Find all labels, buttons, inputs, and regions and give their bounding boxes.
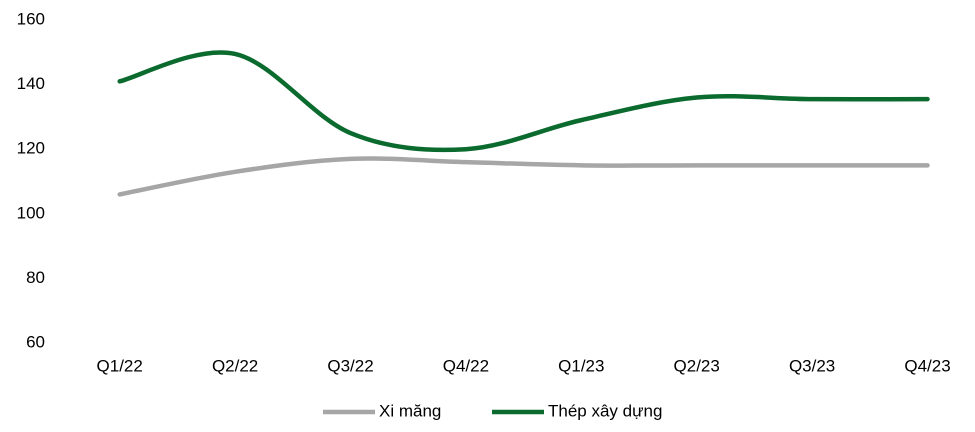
x-tick-label: Q3/22: [327, 356, 373, 375]
y-tick-label: 100: [17, 203, 45, 222]
x-tick-label: Q2/23: [674, 356, 720, 375]
x-tick-label: Q1/23: [558, 356, 604, 375]
legend-label: Thép xây dựng: [548, 401, 662, 420]
series-line: [117, 50, 930, 153]
x-tick-label: Q4/23: [904, 356, 950, 375]
y-tick-label: 120: [17, 139, 45, 158]
x-tick-label: Q1/22: [97, 356, 143, 375]
series-line: [117, 156, 930, 197]
y-tick-label: 160: [17, 9, 45, 28]
y-tick-label: 140: [17, 74, 45, 93]
y-tick-label: 60: [26, 332, 45, 351]
y-tick-label: 80: [26, 268, 45, 287]
x-tick-label: Q4/22: [443, 356, 489, 375]
x-tick-label: Q2/22: [212, 356, 258, 375]
x-tick-label: Q3/23: [789, 356, 835, 375]
legend-label: Xi măng: [379, 401, 441, 420]
